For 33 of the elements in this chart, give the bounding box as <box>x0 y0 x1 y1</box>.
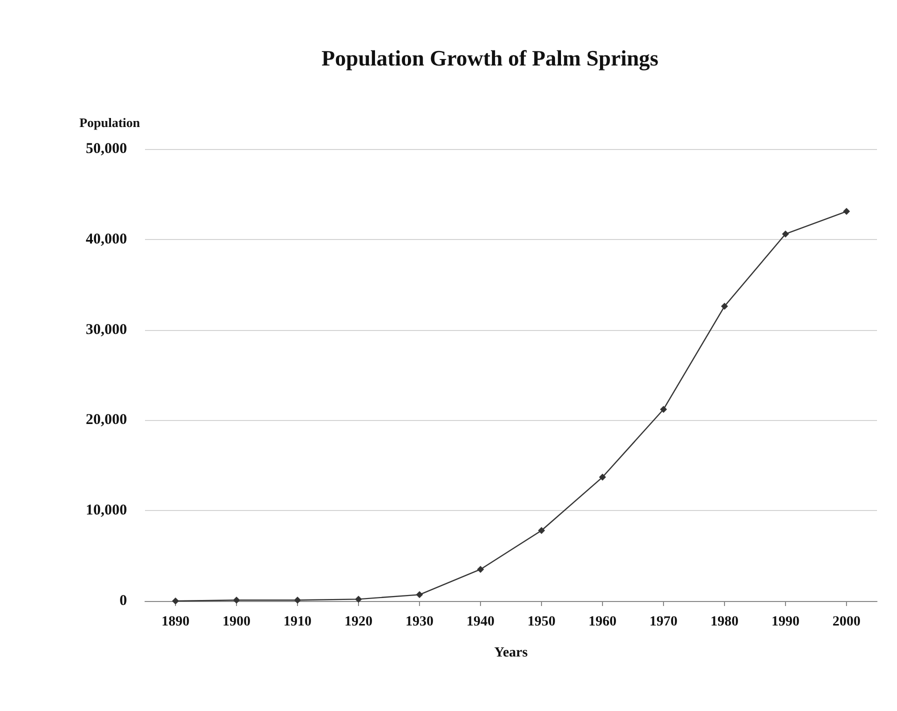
x-tick-label: 1970 <box>650 614 678 630</box>
point <box>538 526 545 534</box>
chart-title: Population Growth of Palm Springs <box>322 46 659 70</box>
point <box>843 208 850 215</box>
x-tick-label: 1910 <box>284 614 312 630</box>
point <box>477 566 484 573</box>
point <box>782 230 789 238</box>
point <box>599 474 606 481</box>
y-tick-label: 20,000 <box>86 412 127 428</box>
point <box>233 596 240 604</box>
y-tick-label: 30,000 <box>86 322 127 338</box>
x-tick-label: 1980 <box>710 614 738 630</box>
y-axis-title: Population <box>79 115 141 130</box>
x-axis-title: Years <box>494 646 528 660</box>
x-tick-label: 1900 <box>222 614 250 630</box>
x-tick-label: 1920 <box>344 614 372 630</box>
point <box>721 302 728 310</box>
y-tick-label: 40,000 <box>86 231 127 248</box>
x-tick-label: 1960 <box>588 614 616 630</box>
x-tick-label: 1930 <box>406 614 434 630</box>
y-tick-label: 0 <box>120 593 127 609</box>
y-tick-label: 50,000 <box>86 141 127 157</box>
x-tick-label: 1950 <box>528 614 556 630</box>
x-tick-label: 2000 <box>832 614 860 630</box>
point <box>355 596 362 603</box>
point <box>172 598 179 604</box>
point <box>660 406 667 413</box>
point <box>416 591 423 598</box>
x-tick-label: 1890 <box>162 614 190 630</box>
x-tick-label: 1990 <box>772 614 800 630</box>
point <box>294 596 301 604</box>
y-tick-label: 10,000 <box>86 502 127 519</box>
x-tick-label: 1940 <box>466 614 494 630</box>
